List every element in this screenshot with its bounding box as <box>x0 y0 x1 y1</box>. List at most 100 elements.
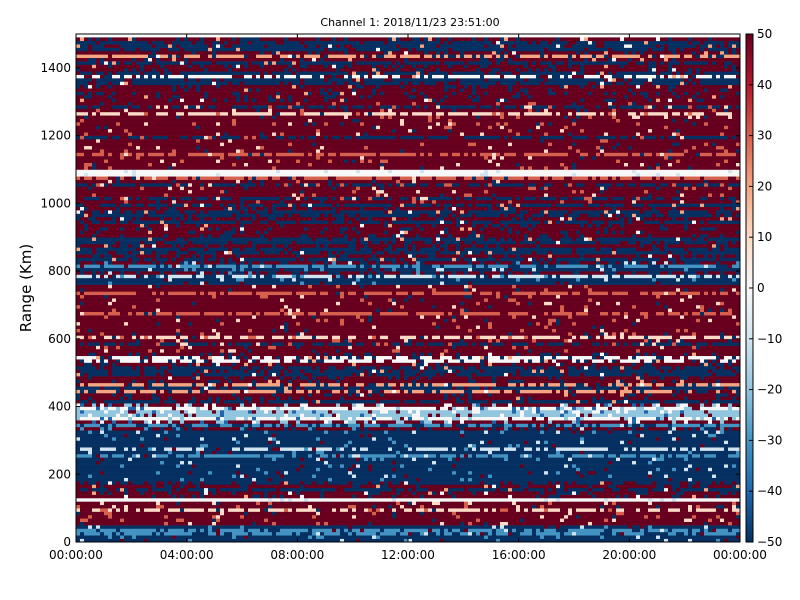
heatmap-cell <box>636 498 640 502</box>
heatmap-cell <box>236 481 240 485</box>
heatmap-cell <box>648 535 652 539</box>
heatmap-cell <box>80 522 84 526</box>
heatmap-cell <box>640 515 644 519</box>
heatmap-cell <box>324 467 328 471</box>
heatmap-cell <box>420 444 424 448</box>
heatmap-cell <box>700 505 704 509</box>
heatmap-cell <box>484 515 488 519</box>
heatmap-cell <box>244 440 248 444</box>
heatmap-cell <box>224 481 228 485</box>
heatmap-cell <box>304 467 308 471</box>
heatmap-cell <box>412 518 416 522</box>
heatmap-cell <box>128 484 132 488</box>
heatmap-cell <box>152 495 156 499</box>
heatmap-cell <box>200 491 204 495</box>
heatmap-cell <box>228 447 232 451</box>
heatmap-cell <box>712 491 716 495</box>
heatmap-cell <box>88 454 92 458</box>
heatmap-cell <box>604 464 608 468</box>
heatmap-cell <box>128 495 132 499</box>
heatmap-cell <box>212 467 216 471</box>
heatmap-cell <box>640 528 644 532</box>
heatmap-cell <box>304 457 308 461</box>
heatmap-cell <box>384 488 388 492</box>
heatmap-cell <box>368 495 372 499</box>
heatmap-cell <box>332 478 336 482</box>
heatmap-cell <box>312 535 316 539</box>
heatmap-cell <box>328 491 332 495</box>
heatmap-cell <box>652 512 656 516</box>
heatmap-cell <box>700 512 704 516</box>
heatmap-cell <box>376 478 380 482</box>
heatmap-cell <box>368 532 372 536</box>
heatmap-cell <box>140 505 144 509</box>
heatmap-cell <box>304 471 308 475</box>
heatmap-cell <box>604 440 608 444</box>
heatmap-cell <box>224 478 228 482</box>
heatmap-cell <box>172 522 176 526</box>
heatmap-cell <box>704 501 708 505</box>
heatmap-cell <box>648 464 652 468</box>
heatmap-cell <box>320 474 324 478</box>
heatmap-cell <box>120 501 124 505</box>
heatmap-cell <box>628 512 632 516</box>
heatmap-cell <box>472 457 476 461</box>
heatmap-cell <box>156 535 160 539</box>
heatmap-cell <box>468 444 472 448</box>
heatmap-cell <box>620 447 624 451</box>
heatmap-cell <box>328 454 332 458</box>
heatmap-cell <box>324 461 328 465</box>
heatmap-cell <box>168 498 172 502</box>
heatmap-cell <box>272 451 276 455</box>
heatmap-cell <box>112 515 116 519</box>
heatmap-cell <box>520 451 524 455</box>
heatmap-cell <box>388 474 392 478</box>
heatmap-cell <box>728 508 732 512</box>
heatmap-cell <box>84 528 88 532</box>
heatmap-cell <box>100 447 104 451</box>
heatmap-cell <box>132 535 136 539</box>
heatmap-cell <box>620 505 624 509</box>
heatmap-cell <box>352 532 356 536</box>
heatmap-cell <box>476 464 480 468</box>
heatmap-cell <box>672 518 676 522</box>
heatmap-cell <box>580 498 584 502</box>
heatmap-cell <box>340 440 344 444</box>
heatmap-cell <box>548 495 552 499</box>
heatmap-cell <box>268 461 272 465</box>
heatmap-cell <box>76 461 80 465</box>
heatmap-cell <box>604 467 608 471</box>
heatmap-cell <box>544 474 548 478</box>
heatmap-cell <box>76 478 80 482</box>
heatmap-cell <box>416 491 420 495</box>
heatmap-cell <box>608 501 612 505</box>
heatmap-cell <box>428 444 432 448</box>
heatmap-cell <box>284 481 288 485</box>
heatmap-cell <box>664 505 668 509</box>
heatmap-cell <box>196 478 200 482</box>
heatmap-cell <box>356 498 360 502</box>
heatmap-cell <box>288 518 292 522</box>
heatmap-cell <box>648 515 652 519</box>
heatmap-cell <box>612 474 616 478</box>
heatmap-cell <box>312 522 316 526</box>
heatmap-cell <box>664 498 668 502</box>
heatmap-cell <box>708 525 712 529</box>
heatmap-cell <box>476 515 480 519</box>
heatmap-cell <box>196 508 200 512</box>
heatmap-cell <box>192 501 196 505</box>
heatmap-cell <box>340 518 344 522</box>
heatmap-cell <box>460 447 464 451</box>
heatmap-cell <box>148 461 152 465</box>
heatmap-cell <box>608 478 612 482</box>
heatmap-cell <box>176 505 180 509</box>
heatmap-cell <box>560 440 564 444</box>
heatmap-cell <box>604 525 608 529</box>
heatmap-cell <box>568 518 572 522</box>
heatmap-cell <box>80 464 84 468</box>
heatmap-cell <box>556 508 560 512</box>
heatmap-cell <box>648 525 652 529</box>
heatmap-cell <box>436 464 440 468</box>
heatmap-cell <box>136 451 140 455</box>
heatmap-cell <box>452 467 456 471</box>
